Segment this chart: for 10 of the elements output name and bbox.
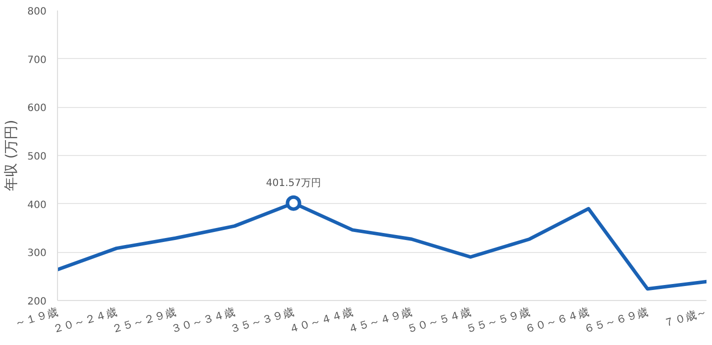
annotation: 401.57万円: [266, 178, 322, 190]
y-tick-label: 400: [27, 200, 47, 211]
y-tick-label: 700: [27, 54, 47, 66]
y-tick-label: 600: [27, 103, 47, 114]
y-tick-label: 500: [27, 152, 47, 162]
y-axis-title: 年収 (万円): [3, 120, 20, 192]
x-tick-label: ７０歳～: [662, 305, 708, 330]
y-tick-label: 200: [27, 296, 47, 308]
y-tick-label: 300: [27, 248, 47, 260]
y-tick-label: 800: [27, 6, 47, 18]
